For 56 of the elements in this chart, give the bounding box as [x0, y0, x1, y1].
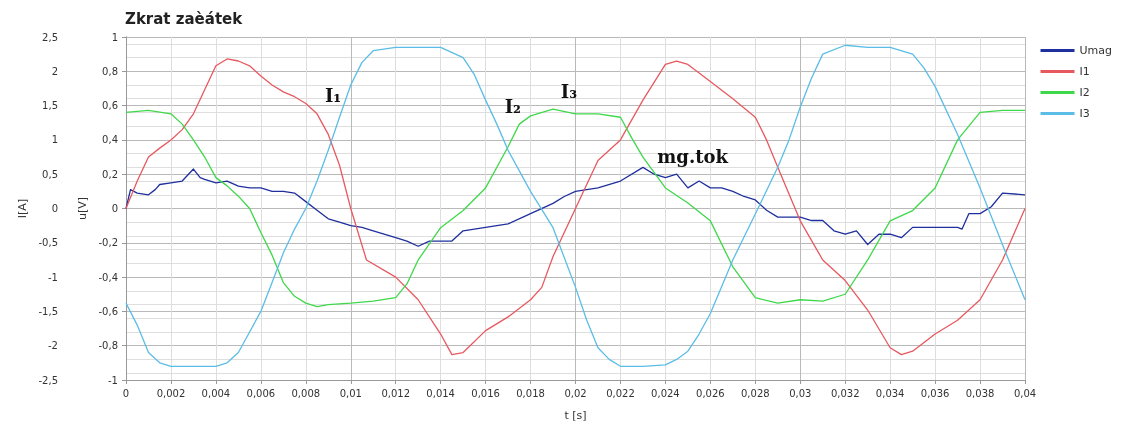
x-tick-label: 0,03 [789, 387, 812, 399]
y-tick-label: -2 [48, 340, 58, 352]
x-tick-label: 0,032 [830, 387, 860, 399]
y2-tick-label: -1 [108, 374, 118, 386]
x-tick-label: 0,02 [564, 387, 587, 399]
x-tick-label: 0,014 [426, 387, 455, 399]
y-tick-label: 2,5 [42, 31, 58, 43]
x-tick-label: 0,04 [1013, 387, 1037, 399]
legend-label: I1 [1079, 65, 1090, 78]
y-tick-label: -0,5 [38, 237, 58, 249]
x-tick-label: 0,036 [920, 387, 950, 399]
x-tick-label: 0,012 [381, 387, 411, 399]
x-tick-label: 0,004 [201, 387, 231, 399]
x-tick-label: 0 [122, 387, 130, 399]
y-tick-label: 0,5 [42, 168, 58, 180]
x-tick-label: 0,034 [875, 387, 905, 399]
y-tick-label: 2 [51, 65, 58, 77]
y2-tick-label: 0,2 [102, 168, 118, 180]
x-tick-label: 0,016 [471, 387, 500, 399]
annotation: I₃ [560, 80, 578, 102]
x-axis-title: t [s] [564, 409, 587, 422]
x-tick-label: 0,024 [651, 387, 680, 399]
x-tick-label: 0,01 [339, 387, 362, 399]
chart-title: Zkrat zaèátek [125, 9, 244, 28]
y2-tick-label: 0,4 [102, 134, 118, 146]
y2-tick-label: -0,4 [98, 271, 118, 283]
annotation: I₁ [324, 85, 342, 107]
y-axis-title: I[A] [15, 198, 29, 219]
y2-tick-label: 0,8 [102, 65, 118, 77]
y-tick-label: -1 [48, 271, 58, 283]
y2-tick-label: 0 [111, 203, 118, 214]
annotation: mg.tok [657, 145, 729, 167]
x-tick-label: 0,026 [696, 387, 725, 399]
y-tick-label: 1 [51, 134, 58, 146]
x-tick-label: 0,038 [965, 387, 995, 399]
x-tick-label: 0,002 [156, 387, 186, 399]
annotation: I₂ [504, 95, 521, 117]
y2-tick-label: -0,8 [98, 340, 118, 352]
y2-tick-label: 1 [111, 31, 118, 43]
line-series [125, 166, 1026, 247]
y-tick-label: 0 [51, 203, 58, 214]
x-tick-label: 0,006 [246, 387, 276, 399]
x-tick-label: 0,022 [606, 387, 635, 399]
y2-axis-title: u[V] [75, 196, 89, 221]
y-tick-label: 1,5 [42, 100, 58, 112]
y2-tick-label: 0,6 [102, 100, 118, 112]
y2-tick-label: -0,2 [98, 237, 118, 249]
y2-tick-label: -0,6 [98, 305, 118, 317]
legend-label: Umag [1079, 44, 1113, 57]
y-tick-label: -1,5 [38, 305, 58, 317]
y-tick-label: -2,5 [38, 374, 58, 386]
x-tick-label: 0,008 [291, 387, 321, 399]
x-tick-label: 0,028 [740, 387, 770, 399]
legend-label: I3 [1079, 107, 1090, 120]
x-tick-label: 0,018 [516, 387, 545, 399]
legend-label: I2 [1079, 86, 1090, 99]
